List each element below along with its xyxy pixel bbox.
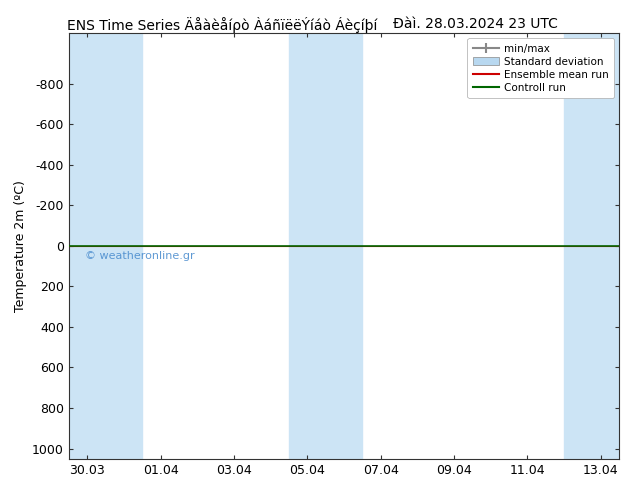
Text: Đàì. 28.03.2024 23 UTC: Đàì. 28.03.2024 23 UTC	[393, 17, 558, 31]
Bar	[289, 33, 362, 459]
Y-axis label: Temperature 2m (ºC): Temperature 2m (ºC)	[13, 180, 27, 312]
Bar	[69, 33, 142, 459]
Bar	[564, 33, 619, 459]
Legend: min/max, Standard deviation, Ensemble mean run, Controll run: min/max, Standard deviation, Ensemble me…	[467, 38, 614, 98]
Text: © weatheronline.gr: © weatheronline.gr	[86, 251, 195, 261]
Text: ENS Time Series Äåàèåíρò ÀáñïëëÝíáò Áèçíþí: ENS Time Series Äåàèåíρò ÀáñïëëÝíáò Áèçí…	[67, 17, 377, 33]
